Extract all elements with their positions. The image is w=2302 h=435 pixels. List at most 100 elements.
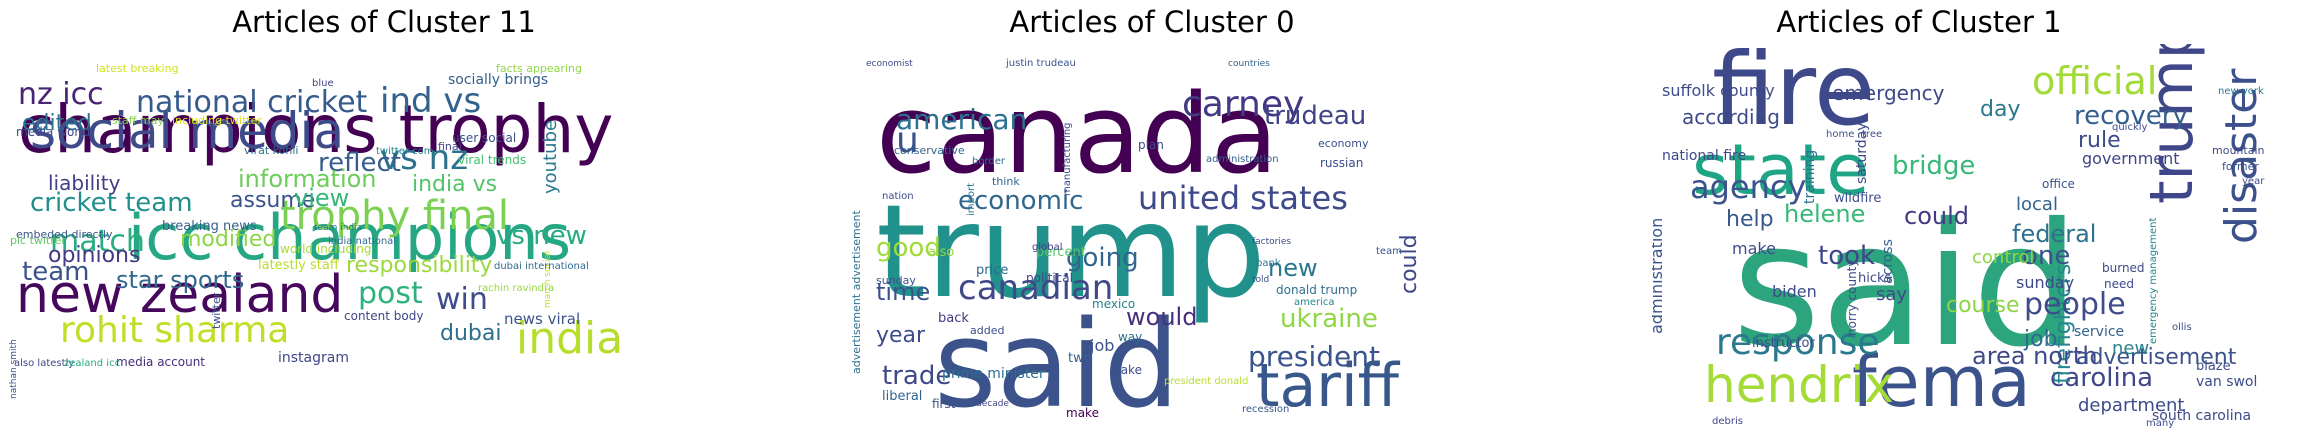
word-twitter-com: twitter com (376, 146, 434, 157)
word-south-carolina: south carolina (2152, 408, 2251, 424)
word-day: day (1980, 97, 2020, 122)
word-back: back (938, 311, 969, 326)
word-economic: economic (958, 186, 1083, 216)
word-india-national: india national (328, 236, 396, 247)
word-trump: trump (2137, 44, 2207, 204)
word-wildfire: wildfire (1834, 191, 1881, 206)
word-sunday: sunday (876, 274, 916, 287)
word-national-fire: national fire (1662, 148, 1746, 164)
word-new: new (2112, 338, 2149, 359)
word-biden: biden (1772, 282, 1817, 301)
word-vs-nz: vs nz (380, 138, 468, 178)
word-response: response (1716, 322, 1880, 363)
word-training: training (1802, 150, 1818, 204)
word-local: local (2016, 194, 2058, 215)
word-view: view (294, 184, 349, 212)
word-new: new (1268, 254, 1318, 282)
word-final: final (438, 140, 462, 153)
word-saturday: saturday (1854, 123, 1870, 185)
word-dubai-international: dubai international (494, 261, 589, 272)
word-team: team (22, 257, 89, 287)
word-according: according (1682, 105, 1780, 129)
word-match: match (50, 224, 145, 259)
word-manufacturing: manufacturing (1062, 122, 1073, 196)
word-prime-minister: prime minister (942, 366, 1045, 382)
word-agency: agency (1690, 168, 1806, 206)
word-bank: bank (1256, 258, 1281, 269)
word-debris: debris (1712, 416, 1743, 427)
word-first: first (932, 397, 956, 411)
word-emergency: emergency (1832, 81, 1945, 105)
word-job: job (2023, 327, 2058, 352)
word-instagram: instagram (278, 350, 349, 366)
word-would: would (1126, 303, 1197, 331)
word-added: added (970, 324, 1004, 337)
word-administration: administration (1206, 154, 1279, 165)
word-nation: nation (882, 191, 914, 202)
word-cloud: canada trump said tariff united states canadi… (836, 44, 1468, 430)
word-hendrix: hendrix (1704, 356, 1894, 414)
word-ollis: ollis (2172, 322, 2192, 333)
word-socially-brings: socially brings (448, 72, 548, 88)
word-nathan-smith: nathan smith (9, 339, 19, 399)
word-border: border (972, 156, 1006, 167)
word-fire: fire (1712, 44, 1875, 148)
word-recovery: recovery (2074, 101, 2188, 131)
word-sunday: sunday (2016, 273, 2074, 292)
word-american: american (896, 103, 1027, 136)
word-home: home (1826, 129, 1854, 140)
word-former: former (2222, 160, 2259, 173)
word-liberal: liberal (882, 389, 922, 404)
word-make: make (1732, 239, 1776, 258)
word-two: two (1068, 351, 1092, 366)
word-india: india (516, 313, 623, 364)
word-india-vs: india vs (412, 172, 497, 197)
word-mexico: mexico (1092, 297, 1135, 311)
word-america: america (1294, 297, 1335, 308)
word-hicks: hicks (1858, 271, 1892, 286)
word-federal: federal (2012, 220, 2096, 248)
word-disaster: disaster (2216, 68, 2267, 244)
word-tariff: tariff (1256, 351, 1401, 421)
word-department: department (2078, 395, 2185, 416)
word-opinions: opinions (48, 243, 140, 268)
word-ind-vs: ind vs (380, 81, 481, 121)
word-took: took (1818, 241, 1875, 271)
word-world-including: world including (280, 242, 372, 256)
word-canada: canada (876, 70, 1278, 198)
word-job: job (1089, 336, 1114, 355)
word-blaze: blaze (2196, 359, 2231, 374)
word-carolina: carolina (2050, 363, 2153, 393)
word-reflect: reflect (318, 148, 401, 178)
word-economist: economist (866, 59, 913, 69)
word-administration: administration (1652, 218, 1666, 334)
word-time: time (876, 278, 930, 306)
word-u: u (896, 120, 919, 161)
word-helene: helene (1784, 200, 1865, 228)
word-cricket-team: cricket team (30, 188, 193, 218)
word-make: make (1066, 406, 1099, 420)
word-course: course (1946, 293, 2020, 318)
word-say: say (1876, 284, 1907, 305)
word-assume: assume (230, 188, 315, 213)
word-burned: burned (2102, 261, 2145, 275)
word-social-media: social media (30, 102, 344, 160)
word-responsibility: responsibility (346, 253, 492, 278)
word-people: people (2024, 287, 2126, 322)
word-media-account: media account (116, 355, 205, 369)
word-latest-breaking: latest breaking (96, 62, 179, 75)
word-service: service (2074, 324, 2124, 340)
word-youtube: youtube (540, 120, 561, 194)
word-modified: modified (180, 227, 276, 252)
word-told: told (1252, 275, 1269, 285)
word-decade: decade (976, 399, 1009, 409)
word-information: information (238, 165, 377, 193)
word-area-north: area north (1972, 342, 2098, 370)
word-suffolk-county: suffolk county (1662, 81, 1775, 100)
word-icc-champions: icc champions (128, 201, 571, 274)
word-tree: tree (1862, 129, 1882, 140)
